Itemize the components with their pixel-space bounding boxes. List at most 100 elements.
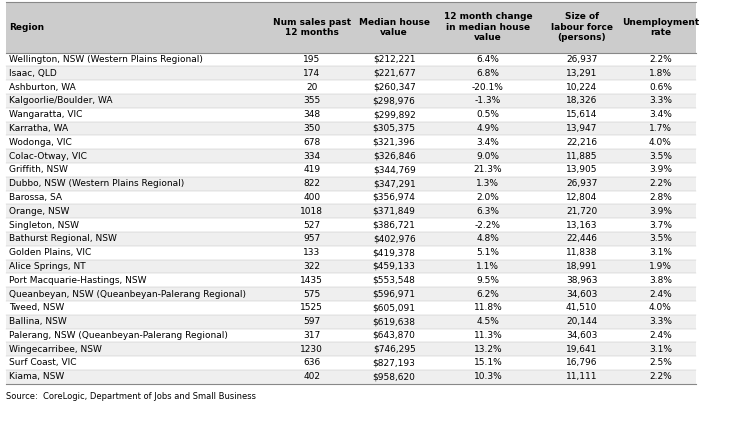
- Text: 20: 20: [306, 82, 317, 92]
- Text: 350: 350: [303, 124, 320, 133]
- Text: 26,937: 26,937: [566, 179, 597, 188]
- Text: 15,614: 15,614: [566, 110, 597, 119]
- Text: 11,885: 11,885: [566, 152, 597, 161]
- Text: -2.2%: -2.2%: [475, 220, 501, 230]
- Bar: [6, 177, 696, 191]
- Text: Wellington, NSW (Western Plains Regional): Wellington, NSW (Western Plains Regional…: [9, 55, 202, 64]
- Bar: [6, 343, 696, 356]
- Text: 1.9%: 1.9%: [649, 262, 672, 271]
- Text: $459,133: $459,133: [373, 262, 416, 271]
- Bar: [6, 53, 696, 66]
- Text: 3.9%: 3.9%: [649, 207, 672, 216]
- Text: Orange, NSW: Orange, NSW: [9, 207, 69, 216]
- Text: Unemployment
rate: Unemployment rate: [622, 18, 699, 37]
- Bar: [6, 2, 696, 53]
- Bar: [6, 67, 696, 80]
- Text: 355: 355: [303, 96, 320, 106]
- Text: Wingecarribee, NSW: Wingecarribee, NSW: [9, 345, 102, 354]
- Text: Ashburton, WA: Ashburton, WA: [9, 82, 76, 92]
- Text: 1.1%: 1.1%: [476, 262, 500, 271]
- Text: 575: 575: [303, 290, 320, 299]
- Text: $298,976: $298,976: [373, 96, 416, 106]
- Text: Num sales past
12 months: Num sales past 12 months: [272, 18, 351, 37]
- Text: 13,163: 13,163: [566, 220, 597, 230]
- Text: 402: 402: [303, 372, 320, 381]
- Text: $344,769: $344,769: [373, 165, 416, 174]
- Text: $419,378: $419,378: [373, 248, 416, 257]
- Text: 11,838: 11,838: [566, 248, 597, 257]
- Text: 2.4%: 2.4%: [649, 331, 672, 340]
- Bar: [6, 218, 696, 232]
- Text: Queanbeyan, NSW (Queanbeyan-Palerang Regional): Queanbeyan, NSW (Queanbeyan-Palerang Reg…: [9, 290, 246, 299]
- Bar: [6, 246, 696, 259]
- Text: $619,638: $619,638: [373, 317, 416, 326]
- Text: 597: 597: [303, 317, 320, 326]
- Text: $827,193: $827,193: [373, 358, 416, 367]
- Text: Griffith, NSW: Griffith, NSW: [9, 165, 68, 174]
- Bar: [6, 273, 696, 287]
- Text: 9.0%: 9.0%: [476, 152, 500, 161]
- Text: Source:  CoreLogic, Department of Jobs and Small Business: Source: CoreLogic, Department of Jobs an…: [6, 392, 256, 401]
- Text: 1525: 1525: [300, 303, 323, 312]
- Text: 822: 822: [303, 179, 320, 188]
- Text: 12 month change
in median house
value: 12 month change in median house value: [443, 12, 532, 42]
- Text: 957: 957: [303, 234, 320, 244]
- Text: $260,347: $260,347: [373, 82, 416, 92]
- Text: 2.2%: 2.2%: [649, 372, 672, 381]
- Text: 4.9%: 4.9%: [476, 124, 500, 133]
- Text: 11,111: 11,111: [566, 372, 597, 381]
- Text: 195: 195: [303, 55, 320, 64]
- Bar: [6, 94, 696, 108]
- Text: 1.7%: 1.7%: [649, 124, 672, 133]
- Bar: [6, 80, 696, 94]
- Text: 13,947: 13,947: [566, 124, 597, 133]
- Bar: [6, 204, 696, 218]
- Text: 1230: 1230: [300, 345, 323, 354]
- Text: 41,510: 41,510: [566, 303, 597, 312]
- Text: 2.0%: 2.0%: [476, 193, 500, 202]
- Text: 4.0%: 4.0%: [649, 303, 672, 312]
- Text: 20,144: 20,144: [566, 317, 597, 326]
- Bar: [6, 191, 696, 204]
- Text: 0.5%: 0.5%: [476, 110, 500, 119]
- Text: $212,221: $212,221: [373, 55, 416, 64]
- Text: $299,892: $299,892: [373, 110, 416, 119]
- Text: 15.1%: 15.1%: [473, 358, 502, 367]
- Text: 13.2%: 13.2%: [473, 345, 502, 354]
- Text: 3.4%: 3.4%: [649, 110, 672, 119]
- Bar: [6, 259, 696, 273]
- Text: $643,870: $643,870: [373, 331, 416, 340]
- Text: 13,905: 13,905: [566, 165, 597, 174]
- Text: 3.4%: 3.4%: [476, 138, 500, 147]
- Text: 18,326: 18,326: [566, 96, 597, 106]
- Text: Colac-Otway, VIC: Colac-Otway, VIC: [9, 152, 87, 161]
- Text: 34,603: 34,603: [566, 331, 597, 340]
- Text: 1.3%: 1.3%: [476, 179, 500, 188]
- Text: 3.5%: 3.5%: [649, 234, 672, 244]
- Text: 527: 527: [303, 220, 320, 230]
- Text: -20.1%: -20.1%: [472, 82, 504, 92]
- Text: $746,295: $746,295: [373, 345, 416, 354]
- Text: $553,548: $553,548: [373, 276, 416, 285]
- Text: Region: Region: [9, 23, 44, 32]
- Text: 9.5%: 9.5%: [476, 276, 500, 285]
- Text: 174: 174: [303, 69, 320, 78]
- Text: Singleton, NSW: Singleton, NSW: [9, 220, 79, 230]
- Text: Palerang, NSW (Queanbeyan-Palerang Regional): Palerang, NSW (Queanbeyan-Palerang Regio…: [9, 331, 228, 340]
- Text: 6.4%: 6.4%: [476, 55, 500, 64]
- Text: $356,974: $356,974: [373, 193, 416, 202]
- Text: 0.6%: 0.6%: [649, 82, 672, 92]
- Text: Wodonga, VIC: Wodonga, VIC: [9, 138, 72, 147]
- Text: -1.3%: -1.3%: [475, 96, 501, 106]
- Text: 26,937: 26,937: [566, 55, 597, 64]
- Text: 133: 133: [303, 248, 320, 257]
- Text: Wangaratta, VIC: Wangaratta, VIC: [9, 110, 82, 119]
- Text: 2.2%: 2.2%: [649, 55, 672, 64]
- Bar: [6, 122, 696, 135]
- Text: 4.8%: 4.8%: [476, 234, 500, 244]
- Text: Barossa, SA: Barossa, SA: [9, 193, 62, 202]
- Text: Size of
labour force
(persons): Size of labour force (persons): [550, 12, 613, 42]
- Text: 2.8%: 2.8%: [649, 193, 672, 202]
- Text: 6.2%: 6.2%: [476, 290, 500, 299]
- Text: 3.3%: 3.3%: [649, 96, 672, 106]
